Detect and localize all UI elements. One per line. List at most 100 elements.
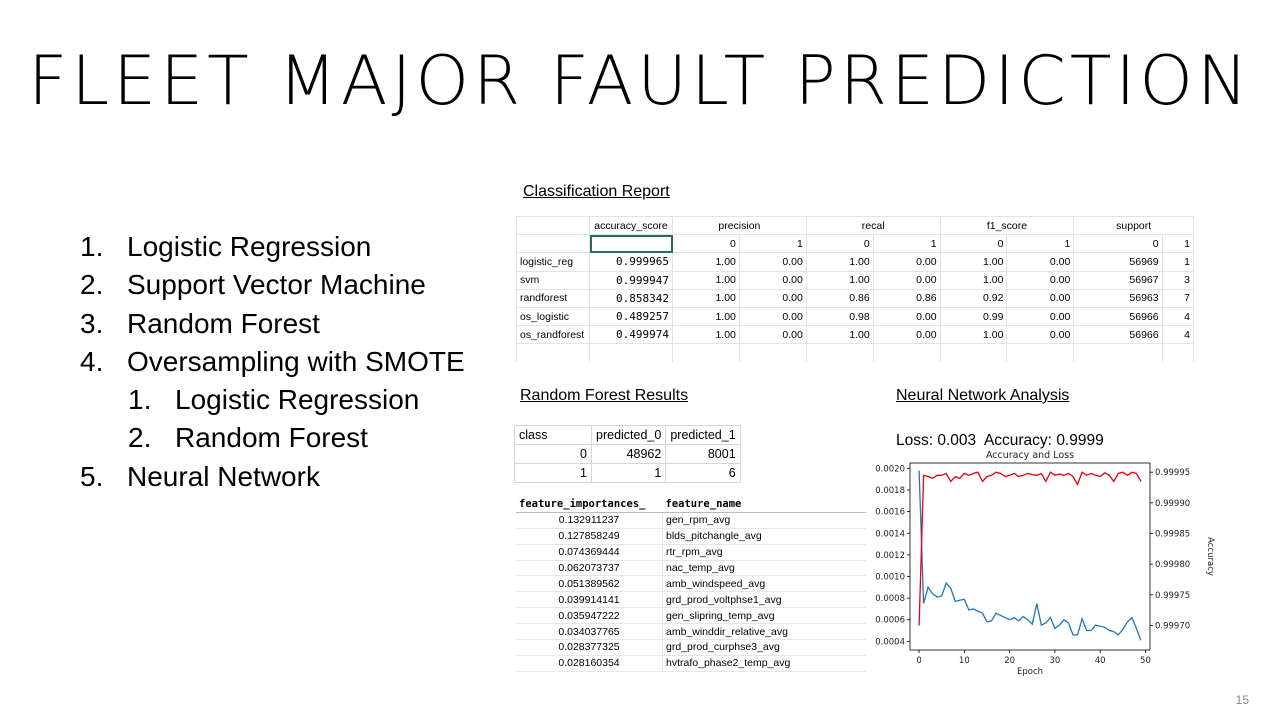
table-header: support [1073,215,1194,236]
table-cell [738,343,807,362]
feature-name: amb_winddir_relative_avg [662,623,866,641]
feature-name: grd_prod_curphse3_avg [662,639,866,656]
table-cell: 1.00 [672,252,740,272]
table-cell [672,343,740,362]
table-cell: 56969 [1073,252,1163,272]
accuracy-label: Accuracy: [983,432,1052,449]
table-cell: 0.00 [872,306,941,327]
table-header: accuracy_score [589,215,673,236]
table-subheader: 0 [1073,234,1163,254]
y-tick-label: 0.0016 [875,508,905,518]
table-header: feature_importances_ [516,497,663,513]
loss-label: Loss: [896,432,934,449]
table-row: 0 48962 8001 [514,444,741,464]
table-cell: 0.98 [805,306,874,327]
y-tick-label: 0.0014 [875,529,905,539]
table-row: os_logistic 0.489257 1.00 0.00 0.98 0.00… [516,306,1195,327]
table-row: randforest 0.858342 1.00 0.00 0.86 0.86 … [516,288,1195,308]
table-row: 0.132911237 gen_rpm_avg [516,512,866,529]
feature-name: blds_pitchangle_avg [662,528,866,545]
slide-title: FLEET MAJOR FAULT PREDICTION [28,42,1252,121]
table-row: 0.034037765 amb_winddir_relative_avg [516,623,866,641]
table-cell: 4 [1161,306,1195,327]
list-number: 1. [128,384,152,416]
importance-value: 0.062073737 [516,560,663,577]
table-cell: 0.00 [1006,306,1075,327]
table-row: 1 1 6 [514,463,741,483]
x-tick-label: 40 [1095,656,1106,666]
list-label: Logistic Regression [175,384,420,416]
table-header: predicted_1 [665,425,741,445]
table-cell: 0.92 [939,288,1008,308]
table-cell: 8001 [665,444,741,464]
table-cell: 1 [514,463,592,483]
table-cell: 56966 [1073,325,1163,345]
table-row: svm 0.999947 1.00 0.00 1.00 0.00 1.00 0.… [516,270,1195,290]
accuracy-cell: 0.489257 [589,306,673,327]
importance-value: 0.035947222 [516,607,663,625]
y-tick-label: 0.0006 [875,616,905,626]
table-cell: 0.00 [1006,288,1075,308]
table-header: predicted_0 [590,425,667,445]
table-cell: 0.00 [1006,270,1075,290]
feature-importances-table: feature_importances_ feature_name 0.1329… [516,497,866,672]
selected-cell[interactable] [589,234,673,254]
table-row: 0.028377325 grd_prod_curphse3_avg [516,639,866,656]
table-cell: 1.00 [805,270,874,290]
table-cell [589,343,673,362]
importance-value: 0.039914141 [516,591,663,609]
y2-tick-label: 0.99985 [1155,530,1190,540]
table-cell: 1 [590,463,667,483]
table-subheader: 1 [1006,234,1075,254]
y2-tick-label: 0.99975 [1155,591,1190,601]
classification-report-caption: Classification Report [523,183,670,200]
table-subheader: 0 [939,234,1008,254]
table-header: class [514,425,592,445]
random-forest-caption: Random Forest Results [520,387,689,404]
table-subheader: 0 [805,234,874,254]
model-name-cell: logistic_reg [516,252,590,272]
importance-value: 0.028160354 [516,655,663,672]
list-label: Logistic Regression [127,231,372,262]
x-axis-label: Epoch [1017,667,1043,677]
y-tick-label: 0.0004 [875,637,905,647]
chart-title: Accuracy and Loss [986,450,1074,461]
table-cell: 1.00 [672,325,740,345]
x-tick-label: 50 [1140,656,1151,666]
table-row-empty [516,343,1195,362]
nn-metrics: Loss: 0.003 Accuracy: 0.9999 [896,432,1104,450]
table-cell [516,215,590,236]
list-number: 1. [80,231,104,262]
table-row: logistic_reg 0.999965 1.00 0.00 1.00 0.0… [516,252,1195,272]
model-name-cell: randforest [516,288,590,308]
table-row: 0.035947222 gen_slipring_temp_avg [516,607,866,625]
list-item: 3. Random Forest [80,305,465,343]
table-cell: 1.00 [939,325,1008,345]
table-subheader: 1 [738,234,807,254]
table-cell: 0.00 [872,252,941,272]
importance-value: 0.034037765 [516,623,663,641]
list-label: Support Vector Machine [127,269,426,301]
x-tick-label: 30 [1049,656,1060,666]
page-number: 15 [1235,693,1249,707]
table-cell: 1 [1161,252,1195,272]
accuracy-series-line [918,471,1142,626]
model-name-cell: svm [516,270,590,290]
y2-tick-label: 0.99970 [1155,621,1190,631]
table-cell: 0.86 [805,288,874,308]
table-cell: 1.00 [939,252,1008,272]
list-item: 2. Support Vector Machine [80,266,465,304]
list-item: 4. Oversampling with SMOTE [80,343,465,381]
importance-value: 0.132911237 [516,512,663,529]
list-number: 4. [80,345,104,377]
table-row: 0.051389562 amb_windspeed_avg [516,575,866,593]
feature-name: nac_temp_avg [662,560,866,577]
accuracy-value: 0.9999 [1056,432,1104,449]
y2-axis-label: Accuracy [1205,537,1215,576]
importance-value: 0.074369444 [516,544,663,561]
importance-value: 0.051389562 [516,575,663,593]
importance-value: 0.127858249 [516,528,663,545]
model-list: 1. Logistic Regression 2. Support Vector M… [80,228,465,496]
table-cell: 0.00 [738,252,807,272]
table-cell: 0.86 [872,288,941,308]
